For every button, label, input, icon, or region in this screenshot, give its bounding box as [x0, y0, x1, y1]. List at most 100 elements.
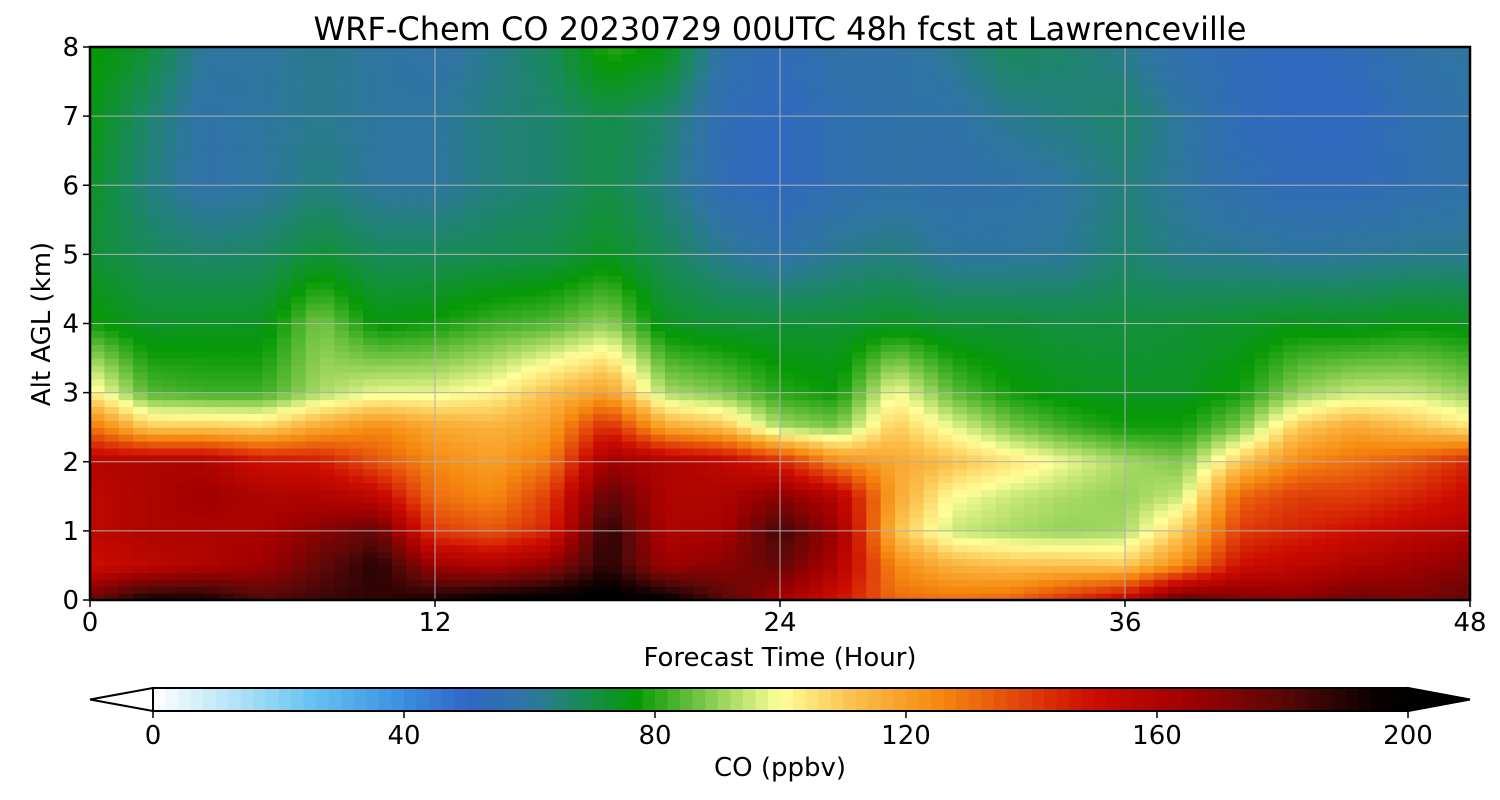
heatmap-cell [1455, 551, 1470, 560]
heatmap-cell [722, 530, 738, 539]
heatmap-cell [420, 530, 436, 539]
heatmap-cell [607, 309, 623, 318]
heatmap-cell [607, 275, 623, 283]
heatmap-cell [981, 572, 997, 580]
heatmap-cell [952, 275, 968, 283]
heatmap-cell [1153, 441, 1169, 449]
heatmap-cell [406, 482, 422, 490]
heatmap-cell [1024, 406, 1040, 414]
heatmap-cell [118, 593, 134, 600]
heatmap-cell [650, 261, 666, 269]
heatmap-cell [190, 337, 206, 345]
heatmap-cell [866, 427, 882, 435]
heatmap-cell [1455, 351, 1470, 359]
heatmap-cell [118, 254, 134, 262]
heatmap-cell [219, 323, 235, 332]
heatmap-cell [693, 261, 709, 269]
heatmap-cell [995, 358, 1011, 366]
heatmap-cell [492, 551, 508, 560]
heatmap-cell [736, 358, 752, 366]
heatmap-cell [1340, 337, 1356, 345]
heatmap-cell [938, 593, 954, 600]
heatmap-cell [1053, 302, 1069, 311]
heatmap-cell [909, 268, 925, 276]
heatmap-cell [1067, 551, 1083, 560]
heatmap-cell [1125, 537, 1140, 546]
heatmap-cell [348, 468, 364, 477]
heatmap-cell [895, 427, 910, 435]
heatmap-cell [463, 565, 479, 573]
heatmap-cell [449, 558, 465, 567]
heatmap-cell [420, 364, 436, 373]
heatmap-cell [1283, 551, 1299, 560]
heatmap-cell [1398, 295, 1414, 304]
heatmap-cell [535, 544, 551, 553]
heatmap-cell [1268, 295, 1284, 304]
heatmap-cell [923, 261, 939, 269]
heatmap-cell [521, 247, 537, 255]
heatmap-cell [952, 503, 968, 511]
heatmap-cell [435, 593, 450, 600]
heatmap-cell [1355, 330, 1370, 338]
heatmap-cell [176, 447, 192, 456]
heatmap-cell [1168, 385, 1184, 394]
heatmap-cell [1311, 288, 1327, 297]
heatmap-cell [607, 551, 623, 560]
heatmap-cell [765, 371, 781, 380]
heatmap-cell [1254, 337, 1270, 345]
heatmap-cell [420, 406, 436, 414]
heatmap-cell [190, 288, 206, 297]
heatmap-cell [262, 503, 278, 511]
heatmap-cell [938, 399, 954, 408]
heatmap-cell [391, 517, 407, 525]
heatmap-cell [406, 378, 422, 387]
heatmap-cell [1010, 254, 1025, 262]
heatmap-cell [909, 406, 925, 414]
heatmap-cell [190, 399, 206, 408]
heatmap-cell [1010, 434, 1025, 442]
heatmap-cell [176, 454, 192, 463]
heatmap-cell [463, 323, 479, 332]
heatmap-cell [851, 510, 867, 518]
heatmap-cell [1038, 503, 1054, 511]
heatmap-cell [1182, 392, 1198, 401]
heatmap-cell [1182, 406, 1198, 414]
heatmap-cell [693, 406, 709, 414]
heatmap-cell [262, 247, 278, 255]
heatmap-cell [995, 523, 1011, 532]
heatmap-cell [1196, 261, 1212, 269]
heatmap-cell [291, 551, 307, 560]
heatmap-cell [291, 447, 307, 456]
heatmap-cell [1398, 593, 1414, 600]
heatmap-cell [880, 275, 896, 283]
heatmap-cell [751, 378, 767, 387]
heatmap-cell [435, 482, 450, 490]
heatmap-cell [837, 316, 853, 325]
heatmap-cell [1326, 523, 1342, 532]
heatmap-cell [435, 282, 450, 290]
heatmap-cell [1283, 254, 1299, 262]
heatmap-cell [219, 351, 235, 359]
heatmap-cell [1110, 378, 1126, 387]
heatmap-cell [837, 385, 853, 394]
heatmap-cell [1182, 420, 1198, 428]
heatmap-cell [895, 364, 910, 373]
heatmap-cell [564, 399, 580, 408]
heatmap-cell [1383, 586, 1399, 594]
heatmap-cell [1383, 247, 1399, 255]
heatmap-cell [305, 268, 321, 276]
heatmap-cell [708, 358, 724, 366]
heatmap-cell [463, 461, 479, 470]
heatmap-cell [1024, 420, 1040, 428]
heatmap-cell [320, 544, 335, 553]
heatmap-cell [765, 461, 781, 470]
heatmap-cell [190, 358, 206, 366]
heatmap-cell [1038, 323, 1054, 332]
heatmap-cell [291, 510, 307, 518]
heatmap-cell [981, 447, 997, 456]
heatmap-cell [133, 593, 149, 600]
heatmap-cell [938, 447, 954, 456]
heatmap-cell [1110, 503, 1126, 511]
heatmap-cell [1038, 496, 1054, 504]
heatmap-cell [550, 523, 565, 532]
